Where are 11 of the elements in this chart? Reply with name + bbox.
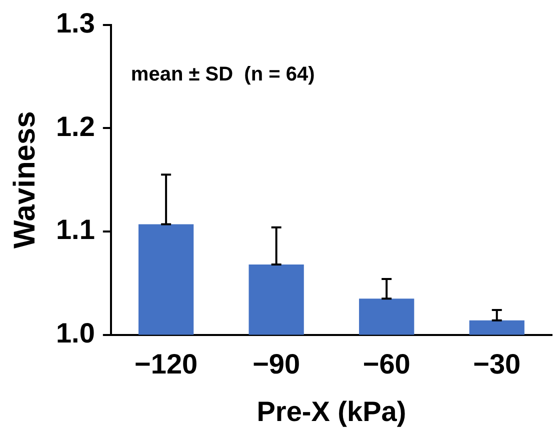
- x-tick-label: −60: [362, 348, 410, 380]
- y-tick-label: 1.0: [56, 318, 95, 349]
- annotation: mean ± SD (n = 64): [130, 63, 315, 86]
- y-tick-label: 1.2: [56, 110, 95, 142]
- x-tick-label: −30: [473, 348, 521, 380]
- y-tick-label: 1.3: [56, 8, 95, 39]
- y-tick-label: 1.1: [56, 214, 95, 246]
- x-tick-label: −90: [252, 348, 300, 380]
- x-tick-label: −120: [134, 348, 198, 380]
- y-axis-title: Waviness: [8, 111, 42, 248]
- x-axis-title: Pre-X (kPa): [256, 396, 406, 427]
